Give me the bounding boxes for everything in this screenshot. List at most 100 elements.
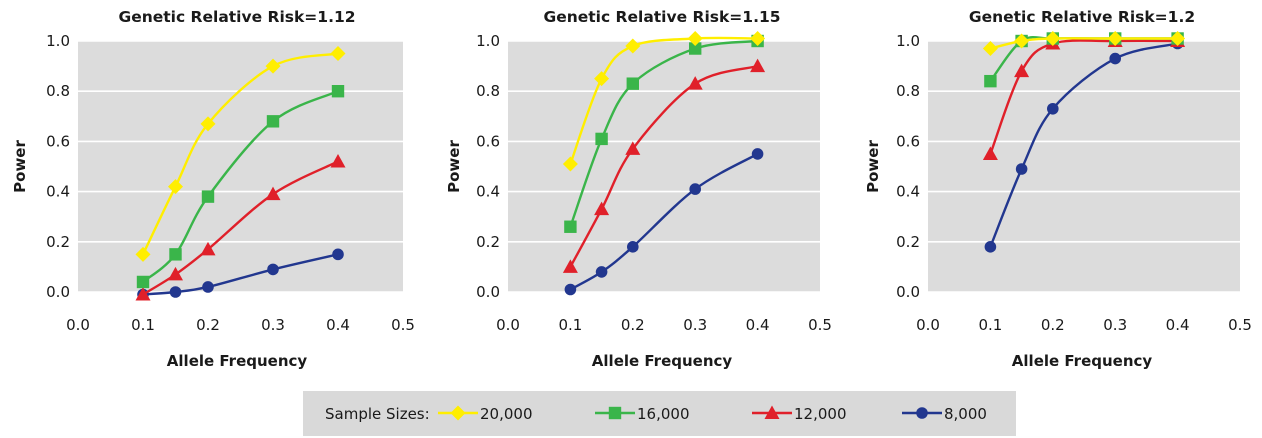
y-tick-label: 0.6 <box>476 132 500 150</box>
data-point-triangle <box>562 259 578 273</box>
series-8000 <box>564 148 764 296</box>
x-tick-label: 0.2 <box>621 316 645 334</box>
x-tick-label: 0.5 <box>391 316 415 334</box>
legend-marker-circle <box>916 407 928 419</box>
data-point-triangle <box>135 287 151 301</box>
data-point-circle <box>1047 102 1059 115</box>
x-tick-label: 0.4 <box>1166 316 1190 334</box>
data-point-circle <box>169 286 182 298</box>
x-axis-label: Allele Frequency <box>1012 352 1153 370</box>
y-tick-label: 1.0 <box>46 32 70 50</box>
data-point-triangle <box>330 153 346 168</box>
x-tick-label: 0.3 <box>261 316 285 334</box>
data-point-diamond <box>1045 30 1061 46</box>
x-tick-label: 0.4 <box>326 316 350 334</box>
data-point-square <box>595 132 608 146</box>
data-point-diamond <box>200 116 216 132</box>
series-20000 <box>562 30 766 172</box>
data-point-diamond <box>982 41 998 57</box>
y-tick-label: 0.0 <box>896 283 920 301</box>
x-tick-label: 0.2 <box>1041 316 1065 334</box>
legend-item-label: 8,000 <box>944 405 987 423</box>
legend-item-label: 20,000 <box>480 405 533 423</box>
data-point-circle <box>332 248 344 261</box>
x-tick-label: 0.3 <box>683 316 707 334</box>
plot-area <box>508 41 820 292</box>
y-tick-label: 1.0 <box>896 32 920 50</box>
data-point-triangle <box>200 241 216 256</box>
data-point-square <box>626 77 639 90</box>
y-tick-label: 0.8 <box>896 82 920 100</box>
y-axis-label: Power <box>864 140 882 193</box>
series-16000 <box>136 85 345 289</box>
plot-area <box>78 41 403 292</box>
legend-marker-diamond <box>450 405 466 421</box>
legend-item-label: 16,000 <box>637 405 690 423</box>
data-point-diamond <box>1107 30 1123 46</box>
y-tick-label: 1.0 <box>476 32 500 50</box>
data-point-square <box>984 74 997 88</box>
legend-item-label: 12,000 <box>794 405 847 423</box>
plot-area <box>928 41 1240 292</box>
series-20000 <box>982 30 1186 57</box>
y-tick-label: 0.4 <box>896 183 920 201</box>
chart-title: Genetic Relative Risk=1.15 <box>543 8 780 26</box>
x-tick-label: 0.1 <box>131 316 155 334</box>
data-point-circle <box>267 263 279 276</box>
data-point-circle <box>751 148 764 160</box>
data-point-square <box>564 220 577 233</box>
x-tick-label: 0.4 <box>746 316 770 334</box>
data-point-square <box>136 275 150 289</box>
data-point-diamond <box>750 30 766 46</box>
chart-panel-2: 0.0 0.2 0.4 0.6 0.8 1.0 0.0 0.1 0.2 0.3 0.4 0.5 Gene… <box>445 8 832 370</box>
data-point-square <box>169 248 182 261</box>
data-point-diamond <box>562 156 578 172</box>
y-tick-label: 0.8 <box>476 82 500 100</box>
data-point-triangle <box>1014 63 1030 78</box>
y-tick-label: 0.2 <box>476 233 500 251</box>
data-point-circle <box>1015 163 1028 175</box>
gridlines <box>928 40 1240 293</box>
x-tick-label: 0.1 <box>978 316 1002 334</box>
legend-box <box>303 391 1016 436</box>
y-tick-label: 0.4 <box>476 183 500 201</box>
data-point-circle <box>1109 52 1121 65</box>
y-tick-label: 0.6 <box>46 132 70 150</box>
legend-title: Sample Sizes: <box>325 405 430 423</box>
x-axis-label: Allele Frequency <box>592 352 733 370</box>
data-point-diamond <box>594 71 610 87</box>
data-point-diamond <box>135 246 151 262</box>
legend-marker-triangle <box>764 405 780 419</box>
chart-title: Genetic Relative Risk=1.2 <box>969 8 1195 26</box>
data-point-circle <box>202 281 214 293</box>
data-point-circle <box>689 183 701 195</box>
x-tick-label: 0.0 <box>66 316 90 334</box>
data-point-diamond <box>168 179 183 195</box>
chart-title: Genetic Relative Risk=1.12 <box>118 8 355 26</box>
y-tick-label: 0.0 <box>476 283 500 301</box>
x-axis-label: Allele Frequency <box>167 352 308 370</box>
x-tick-label: 0.1 <box>558 316 582 334</box>
x-tick-label: 0.3 <box>1103 316 1127 334</box>
data-point-square <box>331 85 345 98</box>
series-8000 <box>137 248 344 301</box>
series-16000 <box>564 34 764 233</box>
y-axis-label: Power <box>445 140 463 193</box>
legend: Sample Sizes: 20,000 16,000 12,000 8,000 <box>303 391 1016 436</box>
series-12000 <box>562 58 766 273</box>
series-20000 <box>135 46 346 262</box>
data-point-triangle <box>687 76 703 90</box>
series-12000 <box>135 153 346 301</box>
chart-panel-3: 0.0 0.2 0.4 0.6 0.8 1.0 0.0 0.1 0.2 0.3 0.4 0.5 Gene… <box>864 8 1252 370</box>
data-point-diamond <box>1170 30 1186 46</box>
data-point-diamond <box>1014 33 1030 49</box>
y-tick-label: 0.4 <box>46 183 70 201</box>
data-point-diamond <box>625 38 641 54</box>
y-tick-label: 0.8 <box>46 82 70 100</box>
y-axis-label: Power <box>11 140 29 193</box>
gridlines <box>508 40 820 293</box>
data-point-diamond <box>687 30 703 46</box>
x-tick-label: 0.0 <box>496 316 520 334</box>
data-point-circle <box>984 241 997 253</box>
